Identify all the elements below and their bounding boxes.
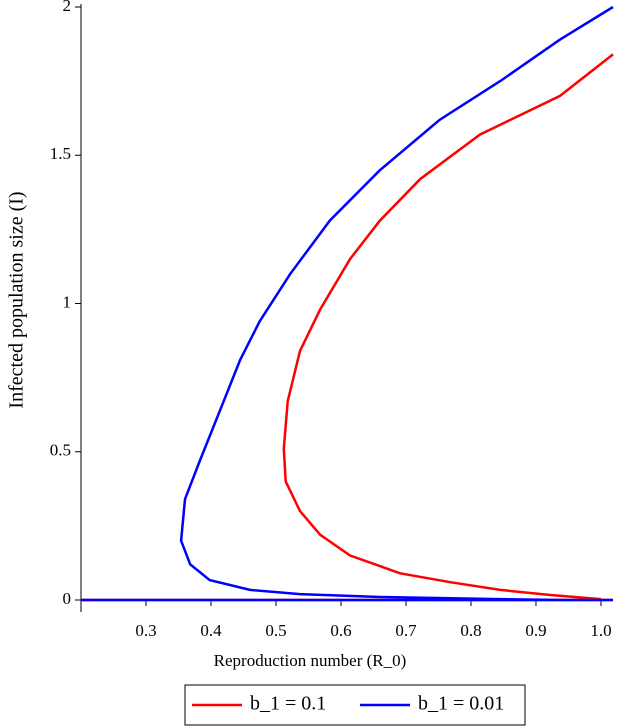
x-tick-label: 0.4 bbox=[200, 621, 222, 640]
series-line bbox=[81, 5, 614, 602]
y-tick-label: 1 bbox=[63, 292, 72, 311]
x-axis-label: Reproduction number (R_0) bbox=[214, 651, 407, 670]
y-axis-label: Infected population size (I) bbox=[6, 191, 28, 408]
y-tick-label: 0 bbox=[63, 589, 72, 608]
series-line bbox=[81, 53, 614, 602]
x-tick-label: 0.8 bbox=[460, 621, 481, 640]
legend-box bbox=[184, 684, 526, 726]
y-tick-label: 0.5 bbox=[50, 441, 71, 460]
y-tick-label: 1.5 bbox=[50, 144, 71, 163]
x-tick-label: 0.6 bbox=[330, 621, 351, 640]
x-tick-label: 1.0 bbox=[590, 621, 611, 640]
x-tick-label: 0.9 bbox=[525, 621, 546, 640]
y-tick-label: 2 bbox=[63, 0, 72, 15]
x-tick-label: 0.7 bbox=[395, 621, 417, 640]
x-tick-label: 0.5 bbox=[265, 621, 286, 640]
legend-label: b_1 = 0.01 bbox=[418, 693, 504, 715]
legend-label: b_1 = 0.1 bbox=[250, 693, 326, 715]
x-tick-label: 0.3 bbox=[135, 621, 156, 640]
